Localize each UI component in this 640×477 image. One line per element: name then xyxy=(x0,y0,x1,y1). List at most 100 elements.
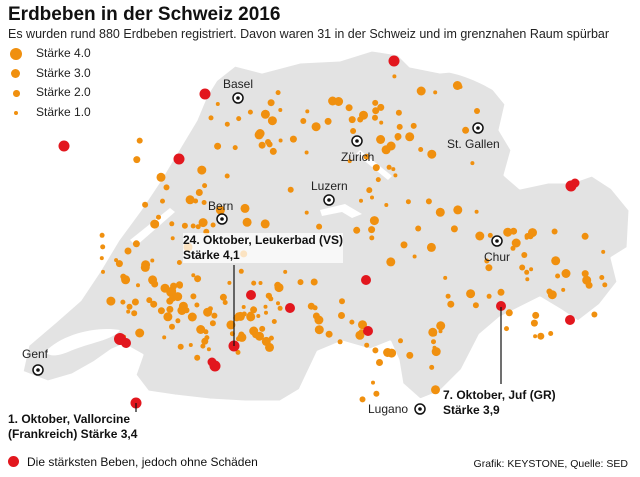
earthquake-dot xyxy=(194,302,200,308)
earthquake-dot xyxy=(393,173,398,178)
city-genf: Genf xyxy=(22,347,49,376)
earthquake-dot xyxy=(510,227,518,235)
legend-label-3: Stärke 3.0 xyxy=(36,65,91,80)
earthquake-dot xyxy=(238,331,245,338)
earthquake-dot xyxy=(148,278,155,285)
earthquake-dot xyxy=(264,310,268,315)
earthquake-dot xyxy=(551,256,561,266)
earthquake-dots xyxy=(58,55,608,409)
earthquake-dot xyxy=(406,351,414,359)
earthquake-dot xyxy=(529,267,534,272)
earthquake-dot xyxy=(386,257,396,267)
earthquake-dot xyxy=(215,205,225,215)
earthquake-dot xyxy=(304,150,309,155)
earthquake-dot xyxy=(350,128,357,134)
earthquake-dot xyxy=(372,164,380,172)
strongest-quake-dot xyxy=(361,275,371,285)
earthquake-dot xyxy=(156,214,161,220)
earthquake-dot xyxy=(99,232,105,238)
earthquake-dot xyxy=(99,256,104,261)
callout-leukerbad-line2: Stärke 4,1 xyxy=(183,248,240,262)
earthquake-dot xyxy=(242,217,252,227)
lake-constance xyxy=(432,61,500,92)
earthquake-dot xyxy=(548,331,554,336)
earthquake-dot xyxy=(394,133,402,140)
earthquake-dot xyxy=(166,305,174,313)
earthquake-dot xyxy=(368,226,376,234)
earthquake-dot xyxy=(200,343,206,349)
callout-leukerbad: 24. Oktober, Leukerbad (VS) Stärke 4,1 xyxy=(183,233,344,263)
city-bern: Bern xyxy=(208,199,233,225)
earthquake-dot xyxy=(555,273,561,279)
earthquake-dot xyxy=(405,132,415,142)
legend-label-1: Stärke 1.0 xyxy=(36,104,91,119)
earthquake-dot xyxy=(173,292,183,302)
earthquake-dot xyxy=(167,286,177,296)
earthquake-dot xyxy=(209,320,216,327)
page-title: Erdbeben in der Schweiz 2016 xyxy=(8,4,281,25)
earthquake-dot xyxy=(263,304,268,309)
strongest-quake-dot xyxy=(246,290,256,300)
earthquake-dot xyxy=(429,364,435,370)
lake-maggiore xyxy=(382,388,392,430)
earthquake-dot xyxy=(487,232,493,238)
legend-item-3: Stärke 3.0 xyxy=(8,64,91,84)
earthquake-dot xyxy=(431,385,440,395)
earthquake-dot xyxy=(369,235,375,241)
earthquake-dot xyxy=(561,269,571,278)
earthquake-dot xyxy=(398,338,403,344)
earthquake-dot xyxy=(210,222,216,228)
strongest-quake-dot xyxy=(363,326,373,336)
strongest-quake-dot xyxy=(207,357,217,367)
earthquake-dot xyxy=(387,348,397,358)
earthquake-dot xyxy=(359,396,366,403)
callout-juf-line1: 7. Oktober, Juf (GR) xyxy=(443,388,556,402)
earthquake-dot xyxy=(169,221,175,227)
earthquake-dot xyxy=(412,254,417,259)
city-label-chur: Chur xyxy=(484,250,510,264)
city-label-genf: Genf xyxy=(22,347,49,361)
earthquake-dot xyxy=(120,299,126,305)
earthquake-dot xyxy=(259,325,266,332)
earthquake-dot xyxy=(267,116,277,126)
city-label-st-gallen: St. Gallen xyxy=(447,137,500,151)
earthquake-dot xyxy=(163,184,170,191)
strongest-quake-dot xyxy=(388,55,400,67)
earthquake-dot xyxy=(324,117,332,125)
earthquake-dot xyxy=(369,216,379,226)
earthquake-dot xyxy=(304,210,309,215)
earthquake-dot xyxy=(106,296,116,306)
earthquake-dot xyxy=(349,319,355,325)
earthquake-dot xyxy=(201,200,207,205)
earthquake-dot xyxy=(376,135,386,144)
earthquake-dot xyxy=(497,288,505,296)
earthquake-dot xyxy=(169,323,175,330)
earthquake-dot xyxy=(551,228,558,235)
switzerland-land xyxy=(20,48,632,404)
earthquake-dot xyxy=(305,109,310,114)
earthquake-dot xyxy=(258,281,263,285)
earthquake-dot xyxy=(124,247,132,255)
earthquake-dot xyxy=(505,309,513,317)
earthquake-dot xyxy=(188,343,193,347)
earthquake-dot xyxy=(525,277,530,282)
earthquake-dot xyxy=(278,108,283,112)
legend-dot-4 xyxy=(10,48,22,60)
earthquake-dot xyxy=(386,164,392,170)
strongest-quake-dot xyxy=(199,88,211,100)
earthquake-dot xyxy=(470,161,475,166)
earthquake-dot xyxy=(260,109,270,119)
earthquake-dot xyxy=(372,99,379,106)
earthquake-dot xyxy=(240,203,250,213)
earthquake-dot xyxy=(504,326,509,332)
earthquake-dot xyxy=(426,242,436,252)
earthquake-dot xyxy=(254,130,264,140)
earthquake-dot xyxy=(101,269,105,274)
earthquake-dot xyxy=(325,330,333,338)
earthquake-dot xyxy=(177,306,187,315)
earthquake-dot xyxy=(275,90,281,96)
earthquake-dot xyxy=(416,86,426,96)
strongest-quake-dot xyxy=(8,456,19,467)
earthquake-dot xyxy=(300,118,307,124)
earthquake-dot xyxy=(271,319,277,324)
